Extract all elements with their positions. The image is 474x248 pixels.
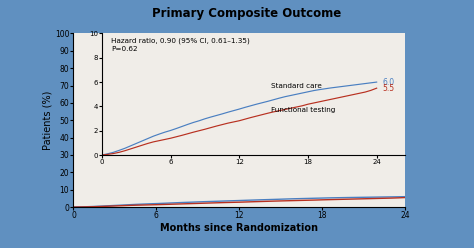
Text: Primary Composite Outcome: Primary Composite Outcome <box>152 7 341 20</box>
Text: Functional testing: Functional testing <box>271 107 336 114</box>
Y-axis label: Patients (%): Patients (%) <box>42 91 52 150</box>
Text: Standard care: Standard care <box>271 83 322 89</box>
X-axis label: Months since Randomization: Months since Randomization <box>160 223 319 233</box>
Text: 5.5: 5.5 <box>383 84 394 93</box>
Text: Hazard ratio, 0.90 (95% CI, 0.61–1.35)
P=0.62: Hazard ratio, 0.90 (95% CI, 0.61–1.35) P… <box>111 37 250 52</box>
Text: 6.0: 6.0 <box>383 78 394 87</box>
